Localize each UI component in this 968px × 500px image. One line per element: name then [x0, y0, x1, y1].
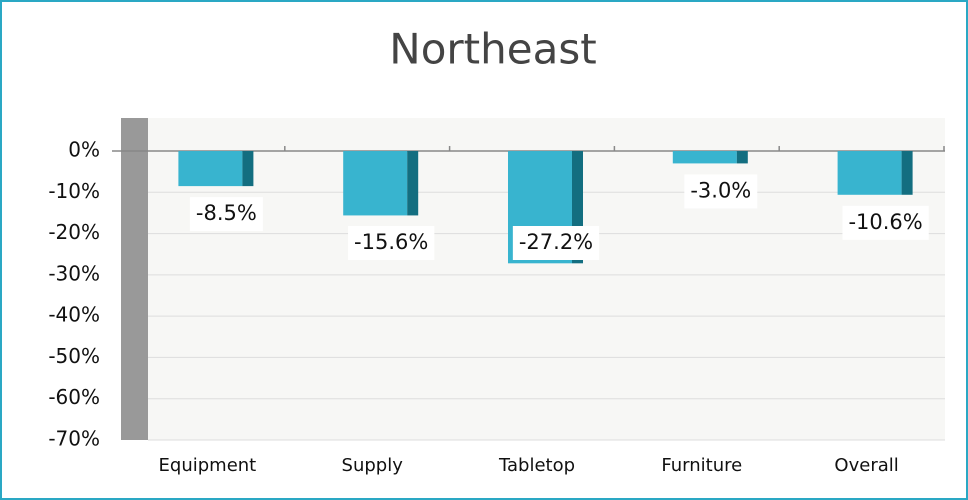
x-tick-label: Furniture — [661, 455, 742, 476]
data-label: -27.2% — [519, 230, 593, 254]
bar-side — [407, 151, 419, 216]
y-tick-label: -10% — [48, 179, 100, 203]
y-tick-label: -20% — [48, 220, 100, 244]
y-tick-label: -40% — [48, 303, 100, 327]
bar-side — [901, 151, 913, 195]
y-tick-label: 0% — [68, 138, 100, 162]
data-label: -15.6% — [354, 230, 428, 254]
bar-side — [736, 151, 748, 164]
data-label-box — [842, 205, 929, 240]
bar — [837, 151, 902, 195]
x-tick-label: Overall — [834, 455, 898, 476]
data-label-box — [189, 197, 263, 232]
bar — [178, 151, 243, 187]
chart-title: Northeast — [389, 25, 596, 74]
bar-side — [572, 151, 583, 264]
data-label: -8.5% — [196, 201, 257, 225]
y-tick-label: -50% — [48, 344, 100, 368]
bar — [672, 151, 737, 164]
data-label: -3.0% — [690, 178, 751, 202]
data-label: -10.6% — [848, 210, 922, 234]
bar — [343, 151, 408, 216]
x-tick-label: Tabletop — [498, 455, 575, 476]
y-tick-label: -30% — [48, 261, 100, 285]
x-tick-label: Supply — [342, 455, 404, 476]
data-label-box — [512, 226, 600, 260]
y-tick-label: -70% — [48, 427, 100, 451]
y-tick-label: -60% — [48, 385, 100, 409]
bar-side — [242, 151, 254, 187]
side-wall — [121, 118, 148, 440]
data-label-box — [684, 174, 758, 209]
data-label-box — [348, 226, 435, 260]
x-tick-label: Equipment — [159, 455, 257, 476]
